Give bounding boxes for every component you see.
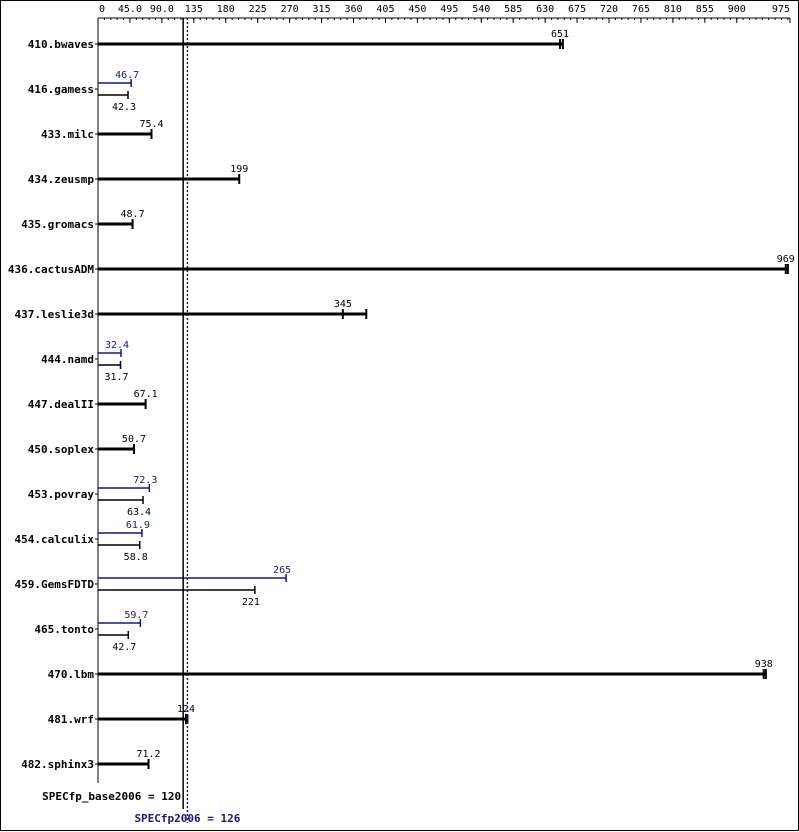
x-tick-label: 360 [344, 4, 362, 15]
base-value-label: 50.7 [122, 434, 146, 445]
benchmark-label: 482.sphinx3 [21, 758, 94, 771]
benchmark-label: 434.zeusmp [28, 173, 95, 186]
x-tick-label: 585 [504, 4, 522, 15]
base-value-label: 938 [755, 659, 773, 670]
benchmark-label: 433.milc [41, 128, 94, 141]
x-tick-label: 405 [376, 4, 394, 15]
x-tick-label: 975 [772, 4, 790, 15]
x-tick-label: 675 [568, 4, 586, 15]
x-tick-label: 45.0 [118, 4, 142, 15]
benchmark-label: 450.soplex [28, 443, 95, 456]
x-tick-label: 720 [600, 4, 618, 15]
benchmark-label: 416.gamess [28, 83, 94, 96]
peak-value-label: 46.7 [115, 70, 139, 81]
benchmark-label: 453.povray [28, 488, 95, 501]
base-value-label: 651 [551, 29, 569, 40]
x-tick-label: 450 [408, 4, 426, 15]
peak-value-label: 265 [273, 565, 291, 576]
x-tick-label: 495 [440, 4, 458, 15]
benchmark-label: 465.tonto [34, 623, 94, 636]
peak-value-label: 59.7 [124, 610, 148, 621]
x-tick-label: 0 [99, 4, 105, 15]
benchmark-label: 447.dealII [28, 398, 94, 411]
benchmark-label: 436.cactusADM [8, 263, 94, 276]
x-tick-label: 900 [728, 4, 746, 15]
base-value-label: 42.7 [112, 642, 136, 653]
benchmark-label: 435.gromacs [21, 218, 94, 231]
x-tick-label: 630 [536, 4, 554, 15]
x-tick-label: 135 [185, 4, 203, 15]
base-value-label: 67.1 [134, 389, 158, 400]
benchmark-label: 481.wrf [48, 713, 94, 726]
base-value-label: 42.3 [112, 102, 136, 113]
benchmark-label: 444.namd [41, 353, 94, 366]
base-value-label: 345 [334, 299, 352, 310]
x-tick-label: 225 [249, 4, 267, 15]
base-value-label: 31.7 [104, 372, 128, 383]
peak-mean-label: SPECfp2006 = 126 [134, 812, 240, 825]
benchmark-label: 470.lbm [48, 668, 95, 681]
x-tick-label: 765 [632, 4, 650, 15]
base-value-label: 58.8 [124, 552, 148, 563]
peak-value-label: 61.9 [126, 520, 150, 531]
x-tick-label: 810 [664, 4, 682, 15]
x-tick-label: 90.0 [150, 4, 174, 15]
benchmark-label: 437.leslie3d [15, 308, 94, 321]
benchmark-label: 410.bwaves [28, 38, 94, 51]
base-value-label: 48.7 [121, 209, 145, 220]
base-value-label: 221 [242, 597, 260, 608]
x-tick-label: 540 [472, 4, 490, 15]
base-value-label: 63.4 [127, 507, 151, 518]
base-value-label: 71.2 [136, 749, 160, 760]
benchmark-label: 454.calculix [15, 533, 95, 546]
x-tick-label: 315 [313, 4, 331, 15]
base-value-label: 199 [230, 164, 248, 175]
x-tick-label: 180 [217, 4, 235, 15]
peak-value-label: 32.4 [105, 340, 129, 351]
base-value-label: 75.4 [139, 119, 163, 130]
base-value-label: 969 [777, 254, 795, 265]
base-mean-label: SPECfp_base2006 = 120 [42, 790, 181, 803]
x-tick-label: 270 [281, 4, 299, 15]
base-value-label: 124 [177, 704, 195, 715]
peak-value-label: 72.3 [133, 475, 157, 486]
benchmark-label: 459.GemsFDTD [15, 578, 95, 591]
x-tick-label: 855 [696, 4, 714, 15]
